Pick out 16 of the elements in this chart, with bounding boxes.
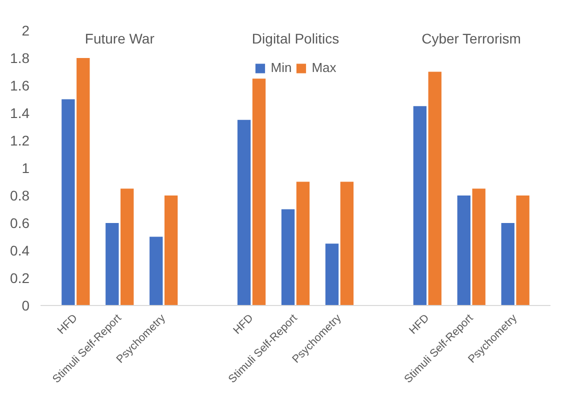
y-tick-label: 0.8 [10,188,30,204]
y-tick-label: 0.4 [10,242,30,258]
legend-label: Min [270,60,292,75]
y-tick-label: 1.4 [10,105,30,121]
y-tick-label: 0.6 [10,215,30,231]
y-tick-label: 1 [22,160,30,176]
y-tick-label: 1.6 [10,78,30,94]
y-tick-label: 1.8 [10,50,30,66]
y-tick-label: 0 [22,298,30,314]
annotation: Cyber Terrorism [422,30,521,46]
y-tick-label: 1.2 [10,132,30,148]
legend-label: Max [312,60,336,75]
y-tick-label: 0.2 [10,270,30,286]
annotation: Future War [84,30,155,46]
annotation: Digital Politics [252,30,340,46]
y-tick-label: 2 [22,22,30,38]
